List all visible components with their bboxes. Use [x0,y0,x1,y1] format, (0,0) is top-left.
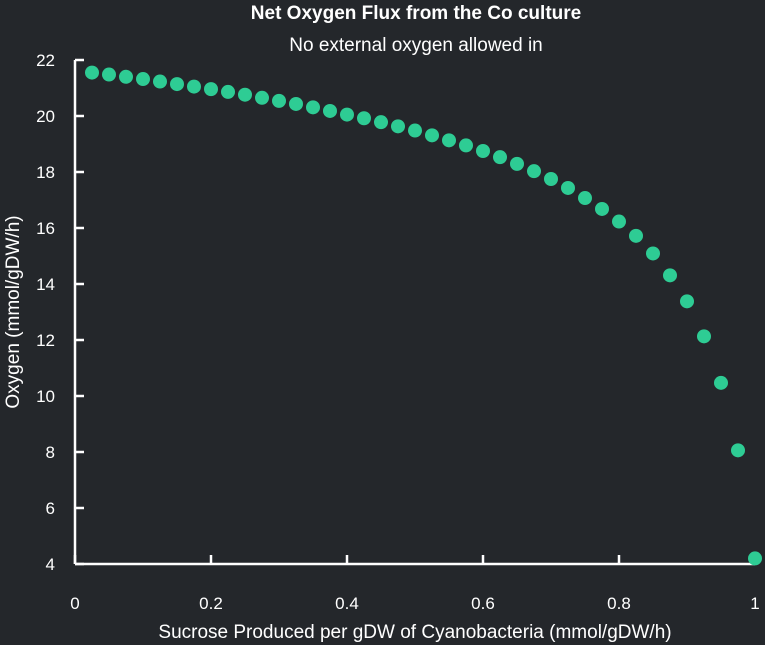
y-axis-ticks: 4 6 8 10 12 14 16 18 20 22 [36,51,84,574]
data-point [238,87,252,102]
data-point [136,72,150,87]
data-point [255,90,269,105]
y-tick-label: 22 [36,51,55,70]
y-tick-label: 14 [36,275,55,294]
data-point [170,77,184,92]
data-point [374,115,388,130]
data-point [510,156,524,171]
data-point [595,201,609,216]
x-axis-ticks: 0 0.2 0.4 0.6 0.8 1 [70,555,760,613]
data-point [714,375,728,390]
chart-title: Net Oxygen Flux from the Co culture [251,3,581,24]
x-tick-label: 0.6 [471,594,495,613]
data-point [442,133,456,148]
data-point [459,138,473,153]
x-tick-label: 0.8 [607,594,631,613]
data-point [408,123,422,138]
data-point [476,144,490,158]
data-point [357,111,371,126]
data-point [663,268,677,283]
y-tick-label: 10 [36,387,55,406]
data-point [391,119,405,134]
y-tick-label: 16 [36,219,55,238]
data-point [323,103,337,118]
data-point [102,67,116,82]
data-point [527,164,541,179]
chart-subtitle: No external oxygen allowed in [289,35,543,56]
x-tick-label: 0.2 [199,594,223,613]
data-point [646,246,660,261]
x-axis-label: Sucrose Produced per gDW of Cyanobacteri… [158,622,671,643]
data-point [204,82,218,97]
data-points [85,65,762,566]
data-point [578,191,592,206]
y-tick-label: 8 [46,443,55,462]
y-tick-label: 12 [36,331,55,350]
data-point [85,65,99,80]
data-point [748,551,762,566]
y-axis-label: Oxygen (mmol/gDW/h) [3,215,24,408]
y-tick-label: 6 [46,499,55,518]
data-point [306,100,320,115]
y-tick-label: 18 [36,163,55,182]
data-point [544,172,558,186]
x-tick-label: 1 [750,594,759,613]
data-point [697,329,711,344]
data-point [561,180,575,195]
data-point [340,107,354,122]
data-point [272,93,286,108]
data-point [221,84,235,99]
data-point [612,214,626,229]
data-point [187,79,201,94]
data-point [425,128,439,143]
data-point [119,69,133,84]
data-point [731,443,745,458]
x-tick-label: 0 [70,594,79,613]
data-point [153,74,167,89]
x-tick-label: 0.4 [335,594,359,613]
y-tick-label: 20 [36,107,55,126]
y-tick-label: 4 [46,555,55,574]
data-point [629,228,643,243]
data-point [493,150,507,165]
data-point [289,96,303,111]
data-point [680,294,694,309]
